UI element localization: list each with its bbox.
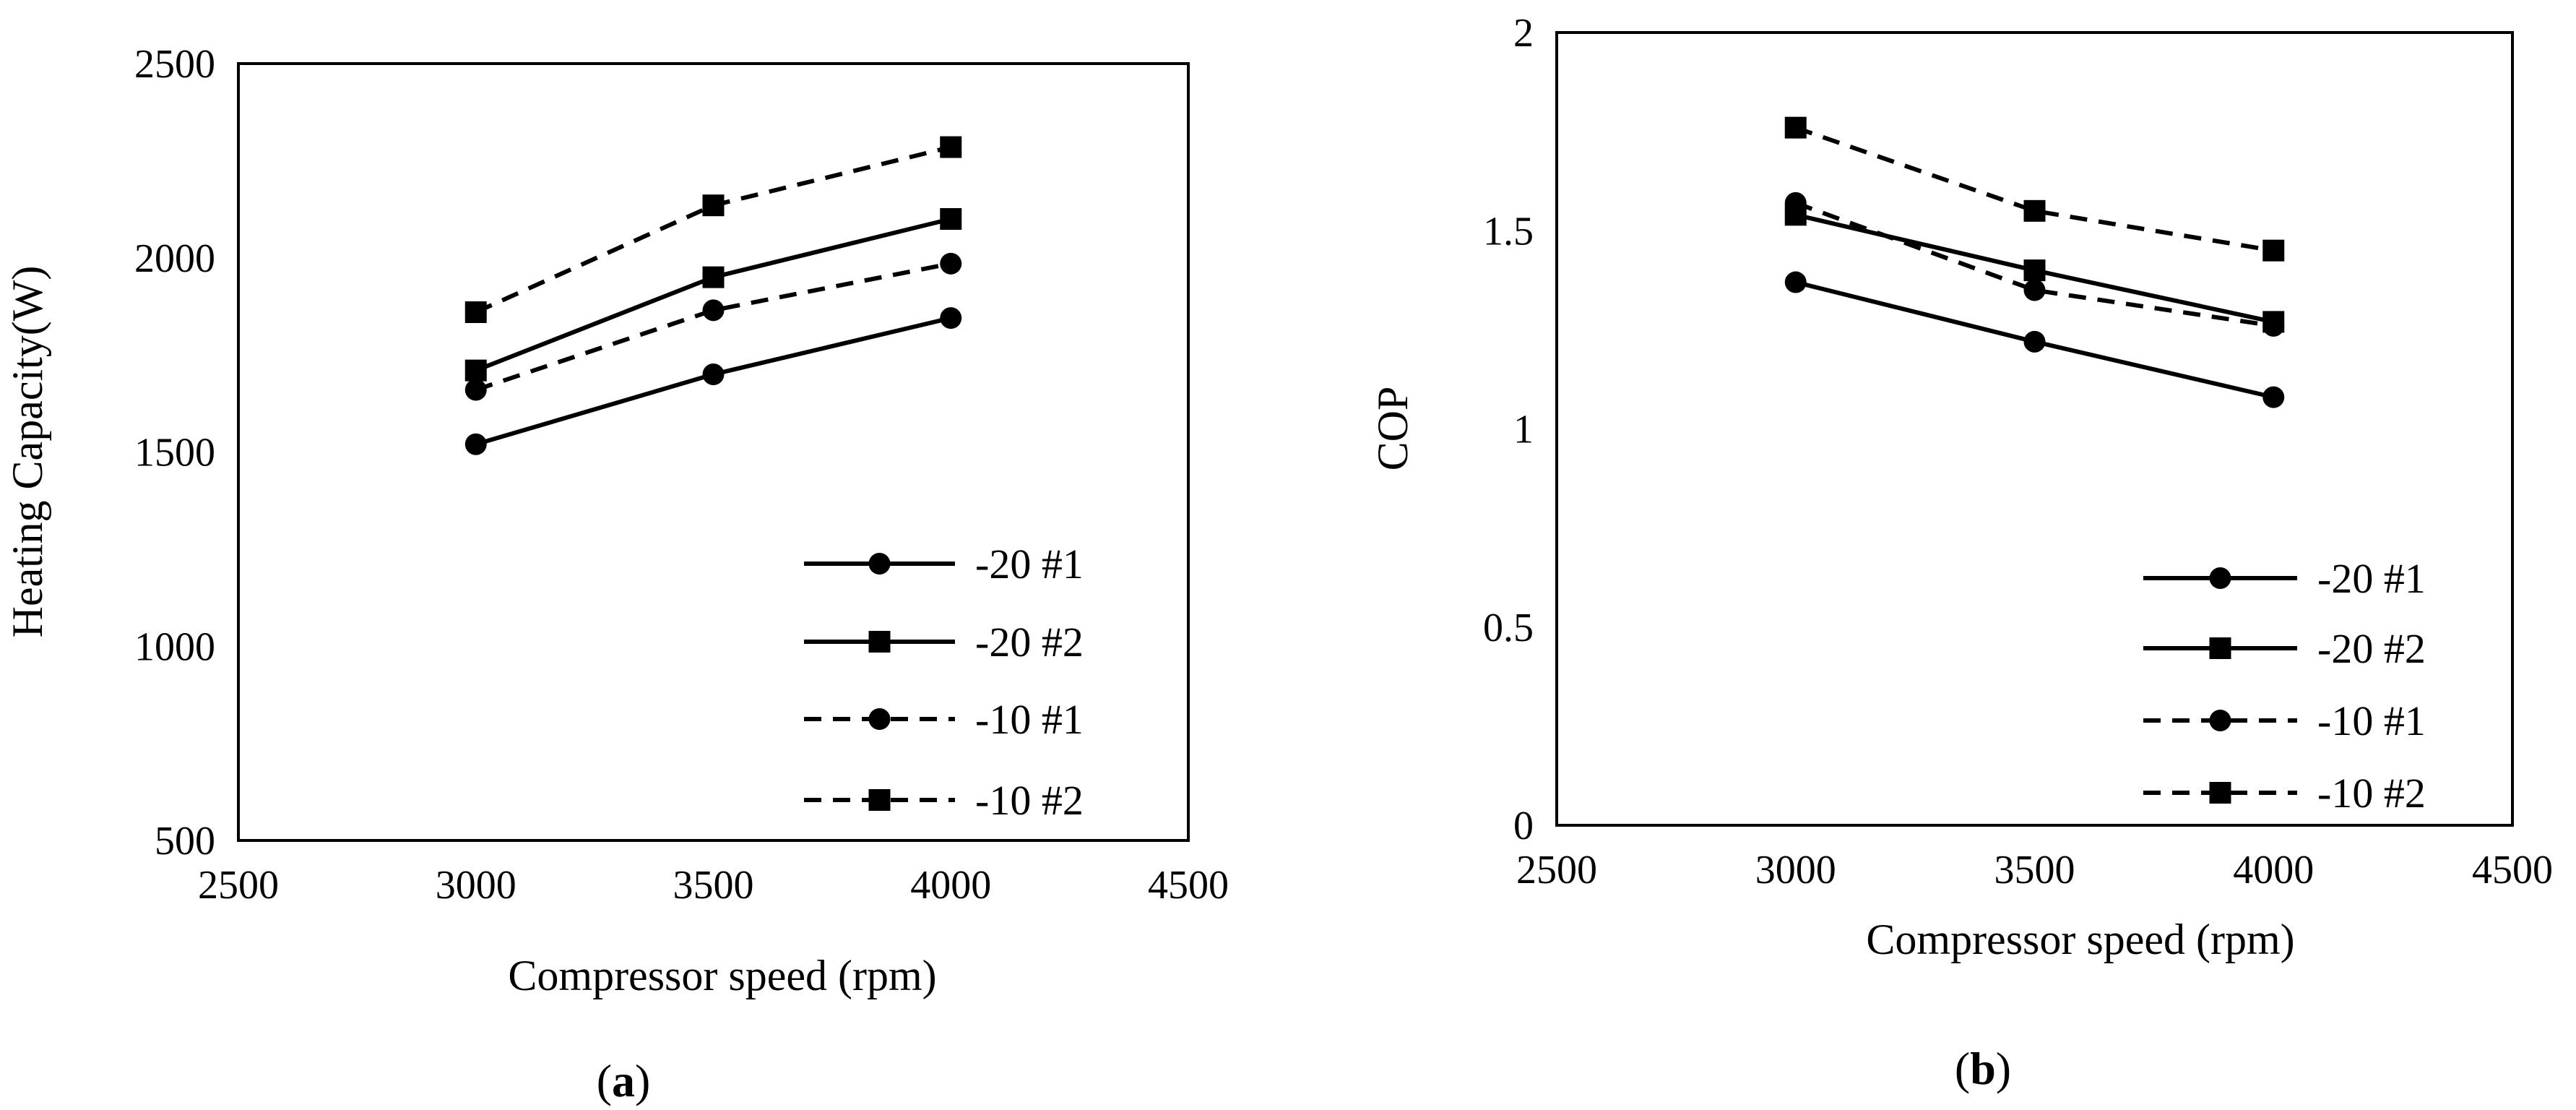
caption-open-paren: ( [597,1055,612,1106]
legend-label: -10 #1 [975,696,1084,743]
data-point-20-2-4000 [940,208,962,230]
x-tick-label-4000: 4000 [910,863,991,908]
data-point-10-2-4000 [940,136,962,158]
x-tick-label-3500: 3500 [1994,848,2075,892]
legend-label: -20 #1 [975,541,1084,588]
legend-marker [868,631,891,653]
y-axis-title: Heating Capacity(W) [4,266,51,638]
chart-panel-a: 2500 3000 3500 4000 4500 500 1000 1500 2000 2500 C… [4,42,1229,1106]
data-point-20-1-4000 [2262,386,2285,408]
legend-label: -10 #1 [2317,697,2426,744]
x-axis-title: Compressor speed (rpm) [1866,916,2294,963]
series-line-10-2 [1794,125,2274,253]
legend-label: -20 #2 [2317,625,2426,672]
x-tick-label-2500: 2500 [1516,848,1597,892]
caption-letter: a [612,1055,635,1106]
data-point-10-1-3500 [702,299,725,322]
series-10-2 [464,136,962,323]
data-point-20-2-3500 [2023,259,2046,282]
legend-label: -20 #1 [2317,555,2426,602]
data-point-20-2-3500 [702,266,725,288]
y-tick-label-1-5: 1.5 [1483,209,1534,254]
x-tick-label-2500: 2500 [198,863,279,908]
series-20-2 [1784,204,2285,333]
series-line-20-2 [475,217,951,373]
series-line-10-1 [1794,201,2274,328]
legend-marker [2209,710,2231,731]
data-point-10-2-3500 [2023,199,2046,222]
y-tick-label-1: 1 [1513,408,1534,452]
legend-label: -10 #2 [2317,770,2426,817]
caption-letter: b [1970,1043,1996,1094]
y-tick-label-1000: 1000 [134,624,215,669]
data-point-20-1-3000 [464,433,487,455]
legend-marker [2209,782,2231,804]
legend: -20 #1 -20 #2 -10 #1 -10 #2 [804,541,1084,824]
x-tick-label-3500: 3500 [673,863,754,908]
legend-marker [868,789,891,811]
chart-panel-b: 2500 3000 3500 4000 4500 0 0.5 1 1.5 2 Compressor … [1369,11,2553,1094]
plot-frame [237,62,1190,842]
legend-entry-10-1: -10 #1 [804,696,1084,743]
x-tick-label-4000: 4000 [2233,848,2314,892]
legend-marker [868,553,891,575]
series-10-1 [464,252,962,401]
legend-entry-20-2: -20 #2 [804,619,1084,666]
panel-caption: (b) [1955,1043,2011,1094]
series-10-1 [1784,192,2285,337]
series-10-2 [1784,116,2285,262]
data-point-20-1-3500 [702,363,725,385]
legend-label: -10 #2 [975,777,1084,824]
data-point-10-1-3000 [1784,192,1807,214]
legend-entry-10-2: -10 #2 [2143,770,2426,817]
data-point-20-2-3000 [464,359,487,382]
data-point-10-1-3500 [2023,279,2046,301]
data-point-20-1-3500 [2023,330,2046,353]
caption-close-paren: ) [1996,1043,2011,1094]
series-20-1 [464,307,962,455]
y-tick-label-1500: 1500 [134,431,215,476]
data-point-10-1-4000 [940,252,962,275]
legend-marker [2209,567,2231,589]
legend-entry-20-1: -20 #1 [804,541,1084,588]
y-tick-label-2: 2 [1513,11,1534,56]
data-point-10-2-3500 [702,194,725,217]
series-line-10-1 [475,261,951,392]
data-point-10-2-3000 [464,301,487,323]
y-tick-label-500: 500 [155,819,215,864]
x-axis-title: Compressor speed (rpm) [508,952,936,999]
y-axis-title: COP [1369,387,1417,471]
panel-caption: (a) [597,1055,651,1106]
legend: -20 #1 -20 #2 -10 #1 -10 #2 [2143,555,2426,817]
plot-frame [1555,31,2514,827]
y-tick-label-0-5: 0.5 [1483,606,1534,650]
x-tick-label-3000: 3000 [1755,848,1836,892]
data-point-10-1-3000 [464,379,487,401]
x-tick-label-4500: 4500 [1148,863,1229,908]
y-tick-label-0: 0 [1513,804,1534,848]
data-point-20-1-4000 [940,307,962,330]
x-tick-label-4500: 4500 [2472,848,2553,892]
data-point-20-1-3000 [1784,271,1807,293]
y-tick-label-2500: 2500 [134,42,215,87]
legend-label: -20 #2 [975,619,1084,666]
caption-open-paren: ( [1955,1043,1970,1094]
legend-marker [2209,637,2231,659]
legend-entry-20-2: -20 #2 [2143,625,2426,672]
series-20-1 [1784,271,2285,408]
data-point-10-2-3000 [1784,116,1807,139]
caption-close-paren: ) [635,1055,650,1106]
data-point-10-1-4000 [2262,314,2285,337]
legend-entry-20-1: -20 #1 [2143,555,2426,602]
legend-marker [868,708,891,730]
x-tick-label-3000: 3000 [436,863,517,908]
series-20-2 [464,208,962,382]
legend-entry-10-2: -10 #2 [804,777,1084,824]
y-tick-label-2000: 2000 [134,236,215,281]
legend-entry-10-1: -10 #1 [2143,697,2426,744]
data-point-10-2-4000 [2262,239,2285,262]
